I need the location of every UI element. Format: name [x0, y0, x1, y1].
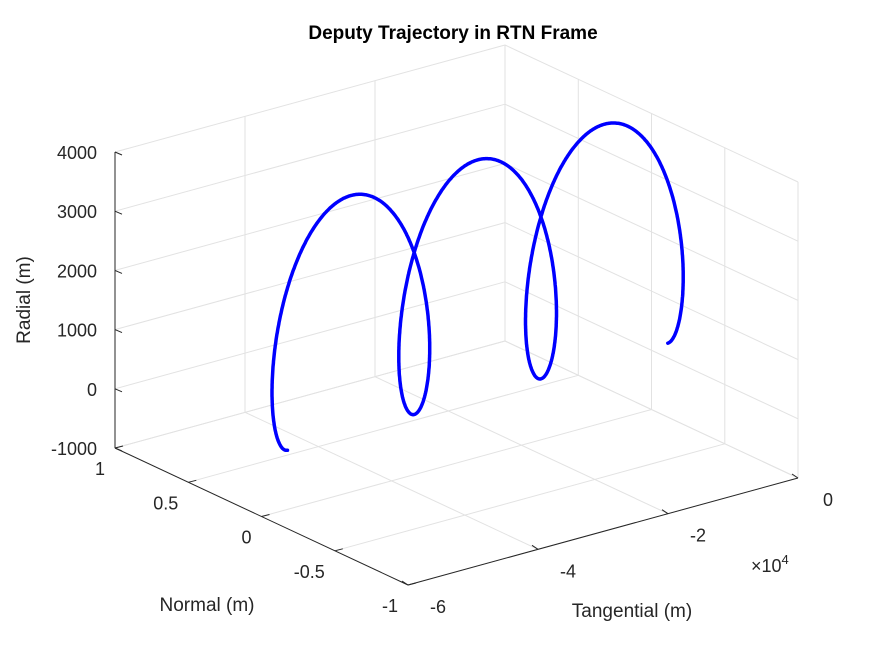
normal-tick [261, 514, 270, 517]
tangential-axis-line [407, 477, 799, 586]
radial-tick [114, 269, 123, 274]
grid-line-wall-z [114, 222, 506, 331]
radial-tick-label: 3000 [57, 202, 97, 222]
tangential-tick [531, 544, 539, 550]
normal-tick-label: 0.5 [153, 493, 178, 513]
radial-tick-label: 2000 [57, 261, 97, 281]
radial-tick [114, 388, 123, 393]
grid-line-floor-y [261, 409, 652, 517]
normal-tick [407, 582, 417, 586]
normal-axis-label: Normal (m) [160, 595, 255, 616]
tangential-multiplier-label: ×104 [751, 552, 789, 576]
tangential-tick-label: 0 [823, 490, 833, 510]
normal-tick-label: -0.5 [294, 562, 325, 582]
radial-tick-label: 1000 [57, 321, 97, 341]
tangential-tick-label: -2 [690, 526, 706, 546]
grid-line-wall-z [114, 44, 506, 153]
normal-tick-label: -1 [382, 596, 398, 616]
grid-line-side-z [504, 44, 799, 183]
normal-tick [334, 548, 343, 552]
grid-line-side-z [504, 103, 799, 242]
radial-tick-label: -1000 [51, 439, 97, 459]
normal-tick-label: 0 [241, 528, 251, 548]
radial-tick [114, 329, 123, 334]
grid-line-side-z [504, 162, 799, 301]
grid-line-side-z [504, 340, 799, 479]
normal-tick [114, 445, 124, 449]
radial-tick-label: 4000 [57, 143, 97, 163]
tangential-axis-label: Tangential (m) [572, 601, 692, 622]
deputy-trajectory-line [270, 121, 685, 453]
grid-line-side-z [504, 222, 799, 361]
grid-line-wall-z [114, 340, 506, 449]
radial-tick [114, 447, 123, 452]
grid-line-wall-z [114, 103, 506, 212]
data-layer [270, 121, 685, 453]
grid-line-wall-z [114, 162, 506, 271]
normal-tick-label: 1 [95, 459, 105, 479]
grid-line-floor-y [334, 443, 725, 552]
label-layer: Radial (m) Normal (m) Tangential (m) ×10… [14, 256, 789, 622]
axes-layer: -6 -4 -2 0 -1 -0.5 0 0.5 1-1000 0 1000 2000 3000 4000 [51, 143, 833, 617]
grid-line-side-z [504, 281, 799, 420]
tangential-tick-label: -6 [430, 597, 446, 617]
tangential-tick [661, 509, 669, 515]
tangential-tick [791, 473, 799, 479]
multiplier-exponent: 4 [782, 552, 789, 567]
multiplier-base: ×10 [751, 556, 782, 576]
chart-title: Deputy Trajectory in RTN Frame [308, 23, 597, 44]
tangential-tick-label: -4 [560, 561, 576, 581]
normal-tick [188, 479, 197, 483]
radial-tick-label: 0 [87, 380, 97, 400]
grid-line-floor-y [188, 374, 579, 483]
radial-axis-label: Radial (m) [14, 256, 35, 344]
grid-layer [114, 44, 799, 586]
grid-line-wall-z [114, 281, 506, 390]
radial-tick [114, 210, 123, 215]
tangential-tick [401, 580, 409, 586]
radial-tick [114, 151, 123, 156]
